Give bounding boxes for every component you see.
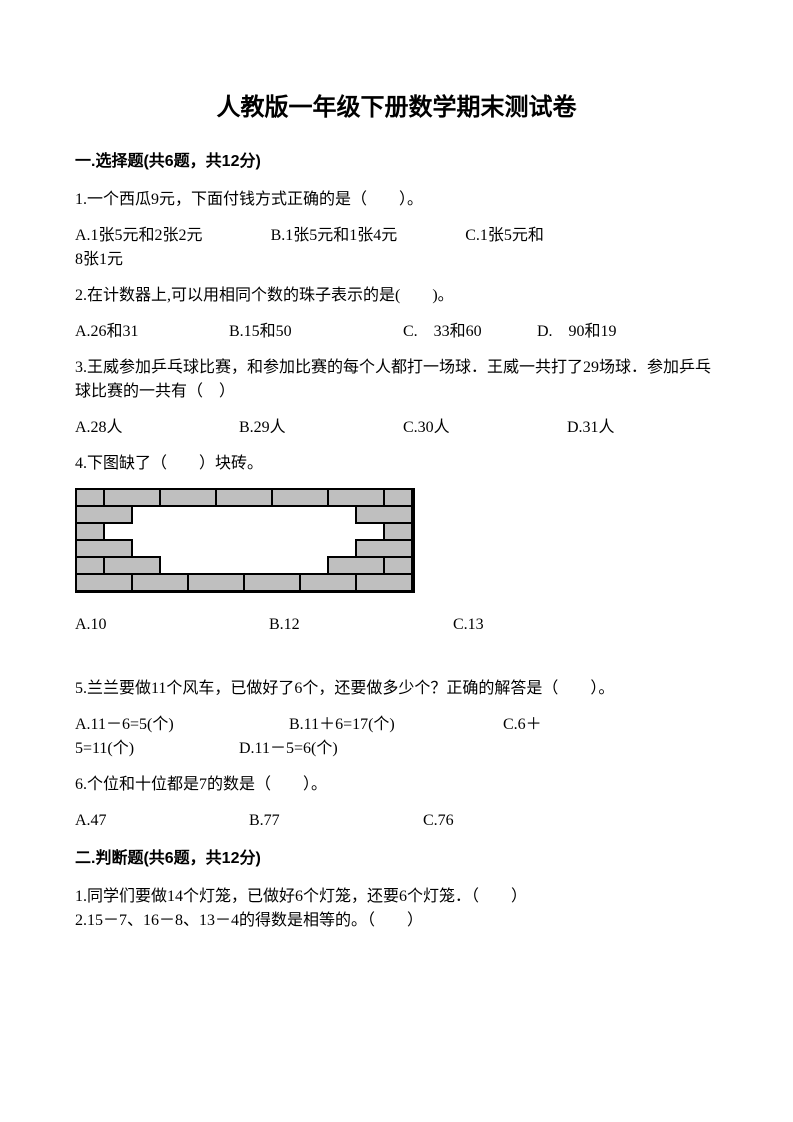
q1-opt-c-line1: C.1张5元和: [465, 227, 544, 244]
q1-opt-b: B.1张5元和1张4元: [271, 227, 398, 244]
q6-stem: 6.个位和十位都是7的数是（ ）。: [75, 773, 718, 797]
q2-stem: 2.在计数器上,可以用相同个数的珠子表示的是( )。: [75, 284, 718, 308]
q2-opt-c: C. 33和60: [403, 320, 533, 344]
q2-options: A.26和31 B.15和50 C. 33和60 D. 90和19: [75, 320, 718, 344]
q2-opt-b: B.15和50: [229, 320, 399, 344]
q3-opt-a: A.28人: [75, 416, 235, 440]
q1-options: A.1张5元和2张2元 B.1张5元和1张4元 C.1张5元和 8张1元: [75, 224, 718, 272]
q4-options: A.10 B.12 C.13: [75, 613, 718, 637]
q5-opt-c-line2: 5=11(个): [75, 737, 235, 761]
q1-opt-a: A.1张5元和2张2元: [75, 227, 203, 244]
q4-opt-a: A.10: [75, 613, 265, 637]
q4-opt-b: B.12: [269, 613, 449, 637]
section-2-heading: 二.判断题(共6题，共12分): [75, 847, 718, 871]
q2-opt-d: D. 90和19: [537, 323, 617, 340]
q5-opt-b: B.11＋6=17(个): [289, 713, 499, 737]
q2-opt-a: A.26和31: [75, 320, 225, 344]
brick-wall-diagram: [75, 488, 415, 593]
q3-opt-b: B.29人: [239, 416, 399, 440]
q5-options: A.11－6=5(个) B.11＋6=17(个) C.6＋ 5=11(个) D.…: [75, 713, 718, 761]
q3-stem: 3.王威参加乒乓球比赛，和参加比赛的每个人都打一场球．王威一共打了29场球．参加…: [75, 356, 718, 404]
q4-opt-c: C.13: [453, 616, 484, 633]
section-1-heading: 一.选择题(共6题，共12分): [75, 150, 718, 174]
q5-opt-a: A.11－6=5(个): [75, 713, 285, 737]
s2-q2: 2.15－7、16－8、13－4的得数是相等的。（ ）: [75, 909, 718, 933]
q4-stem: 4.下图缺了（ ）块砖。: [75, 452, 718, 476]
q1-opt-c-line2: 8张1元: [75, 251, 123, 268]
q6-options: A.47 B.77 C.76: [75, 809, 718, 833]
exam-page: 人教版一年级下册数学期末测试卷 一.选择题(共6题，共12分) 1.一个西瓜9元…: [0, 0, 793, 1122]
q6-opt-c: C.76: [423, 812, 454, 829]
q3-opt-c: C.30人: [403, 416, 563, 440]
q5-stem: 5.兰兰要做11个风车，已做好了6个，还要做多少个？正确的解答是（ ）。: [75, 677, 718, 701]
q6-opt-b: B.77: [249, 809, 419, 833]
q3-opt-d: D.31人: [567, 419, 615, 436]
q5-opt-c-line1: C.6＋: [503, 716, 542, 733]
q1-stem: 1.一个西瓜9元，下面付钱方式正确的是（ ）。: [75, 188, 718, 212]
q6-opt-a: A.47: [75, 809, 245, 833]
s2-q1: 1.同学们要做14个灯笼，已做好6个灯笼，还要6个灯笼．（ ）: [75, 885, 718, 909]
q3-options: A.28人 B.29人 C.30人 D.31人: [75, 416, 718, 440]
q5-opt-d: D.11－5=6(个): [239, 740, 338, 757]
page-title: 人教版一年级下册数学期末测试卷: [75, 90, 718, 126]
